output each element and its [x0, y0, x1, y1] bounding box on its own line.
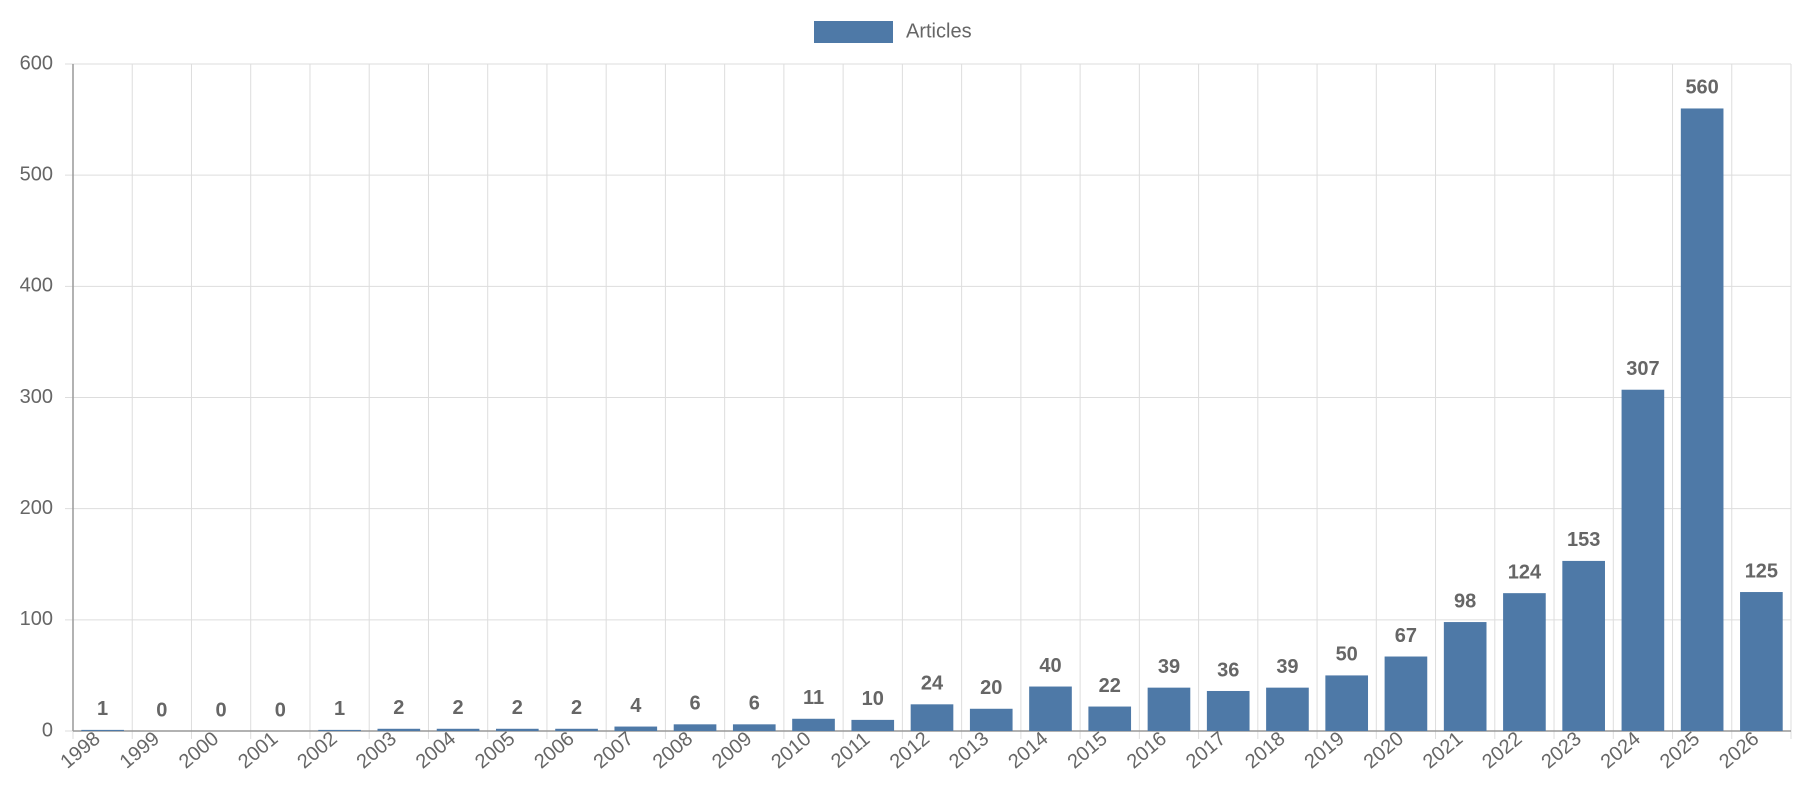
value-label: 125: [1745, 560, 1778, 582]
x-tick-label: 1999: [116, 728, 164, 773]
x-tick-label: 2001: [234, 728, 282, 773]
x-tick-label: 2007: [590, 728, 638, 773]
bar: [1503, 593, 1546, 731]
bar: [1680, 108, 1724, 731]
x-tick-label: 2015: [1064, 728, 1112, 773]
x-tick-label: 2020: [1360, 728, 1408, 773]
value-label: 6: [689, 693, 700, 715]
x-tick-label: 2000: [175, 728, 223, 773]
bar: [969, 708, 1013, 731]
bar: [1206, 690, 1250, 731]
legend: Articles: [814, 20, 972, 43]
bar: [1088, 706, 1132, 731]
value-label: 153: [1567, 529, 1600, 551]
x-tick-label: 2008: [649, 728, 697, 773]
value-label: 0: [156, 699, 167, 721]
bar: [1562, 560, 1605, 731]
x-tick-label: 2022: [1478, 728, 1526, 773]
value-label: 2: [512, 697, 523, 719]
x-tick-label: 1998: [56, 728, 104, 773]
value-label: 1: [334, 698, 345, 720]
bar: [673, 724, 717, 731]
bar: [1325, 675, 1369, 731]
bar: [1147, 687, 1191, 731]
y-tick-label: 0: [42, 719, 53, 741]
value-label: 98: [1454, 590, 1476, 612]
bar: [1443, 622, 1487, 731]
x-tick-label: 2016: [1123, 728, 1171, 773]
value-label: 10: [862, 688, 884, 710]
bar: [495, 728, 539, 731]
x-tick-label: 2021: [1419, 728, 1467, 773]
bar: [436, 728, 480, 731]
value-label: 2: [453, 697, 464, 719]
x-tick-label: 2014: [1004, 728, 1052, 773]
bar: [910, 704, 954, 731]
value-label: 0: [275, 699, 286, 721]
x-tick-label: 2012: [886, 728, 934, 773]
bar: [1740, 592, 1783, 731]
bar: [81, 729, 124, 731]
x-tick-label: 2019: [1300, 728, 1348, 773]
bar: [1384, 656, 1428, 731]
bar: [851, 719, 895, 731]
x-tick-label: 2006: [530, 728, 578, 773]
value-label: 1: [97, 698, 108, 720]
x-tick-label: 2002: [293, 728, 341, 773]
x-tick-label: 2018: [1241, 728, 1289, 773]
bar: [1266, 687, 1309, 731]
value-label: 50: [1336, 644, 1358, 666]
value-label: 36: [1217, 659, 1239, 681]
value-label: 124: [1508, 561, 1542, 583]
value-label: 67: [1395, 625, 1417, 647]
value-label: 22: [1099, 675, 1121, 697]
y-tick-label: 100: [20, 608, 53, 630]
y-tick-label: 200: [20, 497, 53, 519]
value-label: 560: [1685, 77, 1718, 99]
bar: [614, 726, 658, 731]
x-tick-label: 2004: [412, 728, 460, 773]
value-label: 4: [630, 695, 642, 717]
x-tick-label: 2024: [1597, 728, 1645, 773]
bar: [1029, 686, 1072, 731]
value-label: 39: [1158, 656, 1180, 678]
value-label: 307: [1626, 358, 1659, 380]
value-label: 24: [921, 673, 944, 695]
bar: [318, 729, 361, 731]
x-tick-label: 2009: [708, 728, 756, 773]
bar: [377, 728, 421, 731]
x-tick-label: 2026: [1715, 728, 1763, 773]
legend-label: Articles: [906, 20, 972, 42]
x-tick-label: 2005: [471, 728, 519, 773]
bar: [732, 724, 776, 731]
x-tick-label: 2011: [827, 728, 874, 773]
value-label: 20: [980, 677, 1002, 699]
y-tick-label: 300: [20, 386, 53, 408]
value-label: 2: [571, 697, 582, 719]
value-label: 11: [803, 687, 824, 709]
legend-swatch: [814, 21, 893, 43]
value-label: 0: [216, 699, 227, 721]
x-tick-label: 2025: [1656, 728, 1704, 773]
x-tick-label: 2003: [353, 728, 401, 773]
value-label: 6: [749, 693, 760, 715]
value-label: 2: [393, 697, 404, 719]
y-tick-label: 600: [20, 52, 53, 74]
value-label: 40: [1039, 655, 1061, 677]
y-tick-label: 400: [20, 275, 53, 297]
x-tick-label: 2010: [767, 728, 815, 773]
value-label: 39: [1276, 656, 1298, 678]
x-tick-label: 2013: [945, 728, 993, 773]
bar: [792, 718, 835, 731]
bar: [1621, 389, 1665, 731]
x-tick-label: 2023: [1537, 728, 1585, 773]
bar: [555, 728, 598, 731]
y-tick-label: 500: [20, 163, 53, 185]
x-tick-label: 2017: [1182, 728, 1230, 773]
